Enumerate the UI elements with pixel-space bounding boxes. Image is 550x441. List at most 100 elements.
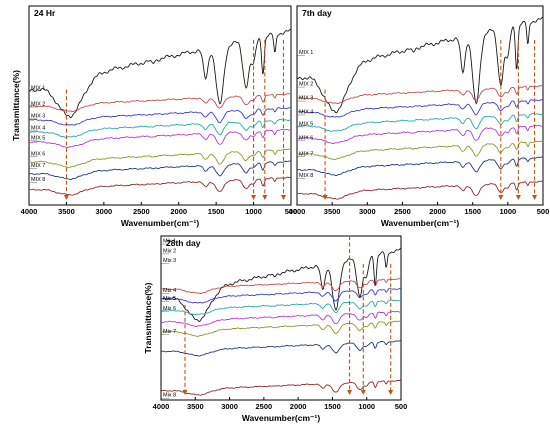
legend-label-5: MIX 5 xyxy=(299,121,313,127)
legend-label-4: MIX 4 xyxy=(31,125,45,131)
series-line-1 xyxy=(29,28,291,119)
chart-title: 24 Hr xyxy=(34,8,56,18)
x-tick-label: 2500 xyxy=(256,402,273,411)
marker-arrow xyxy=(360,390,366,395)
legend-label-2: MIX 2 xyxy=(299,82,313,88)
series-line-7 xyxy=(297,156,543,177)
chart-panel-2: 4000 3500 3000 2500 2000 1500 1000 500 Wavenumbe… xyxy=(289,5,550,228)
legend-label-2: MIX 2 xyxy=(31,102,45,108)
legend-label-1: MIX 1 xyxy=(31,86,45,92)
series-group xyxy=(29,28,291,196)
marker-arrow xyxy=(388,390,394,395)
x-axis-label: Wavenumber(cm⁻¹) xyxy=(381,218,459,228)
chart-title: 7th day xyxy=(302,8,332,18)
x-axis-label: Wavenumber(cm⁻¹) xyxy=(242,413,320,423)
legend-label-8: MIX 8 xyxy=(299,173,313,179)
x-tick-label: 2500 xyxy=(394,207,411,216)
series-line-7 xyxy=(29,160,291,180)
plot-frame xyxy=(28,5,292,206)
series-group xyxy=(297,16,543,200)
legend-label-3: MIX 3 xyxy=(31,113,45,119)
legend-label-2: Mix 2 xyxy=(163,248,176,254)
x-tick-label: 2000 xyxy=(170,207,187,216)
legend-label-5: MIX 5 xyxy=(31,135,45,141)
x-tick-label: 2500 xyxy=(133,207,150,216)
series-line-6 xyxy=(161,320,401,337)
legend-label-6: MIX 6 xyxy=(31,151,45,157)
x-tick-label: 4000 xyxy=(21,207,38,216)
series-line-3 xyxy=(297,99,543,118)
series-group xyxy=(161,247,401,396)
x-tick-label: 3000 xyxy=(221,402,238,411)
marker-arrow xyxy=(347,390,353,395)
x-tick-label: 2000 xyxy=(429,207,446,216)
series-line-6 xyxy=(297,140,543,161)
legend-label-5: Mix 5 xyxy=(163,296,176,302)
legend-label-4: MIX 4 xyxy=(299,109,313,115)
marker-arrow xyxy=(515,195,521,200)
plot-frame xyxy=(296,5,544,206)
x-tick-label: 500 xyxy=(537,207,550,216)
legend-label-6: Mix 6 xyxy=(163,306,176,312)
series-line-7 xyxy=(161,340,401,357)
series-line-2 xyxy=(29,93,291,113)
x-tick-label: 3500 xyxy=(324,207,341,216)
series-line-4 xyxy=(297,113,543,132)
legend-label-3: Mix 3 xyxy=(163,258,176,264)
marker-arrow xyxy=(498,195,504,200)
x-tick-label: 3500 xyxy=(58,207,75,216)
chart-panel-3: 4000 3500 3000 2500 2000 1500 1000 500 Wavenumbe… xyxy=(143,235,408,423)
x-axis-label: Wavenumber(cm⁻¹) xyxy=(121,218,199,228)
series-line-8 xyxy=(29,176,291,196)
series-line-8 xyxy=(161,379,401,396)
x-tick-label: 4000 xyxy=(289,207,306,216)
legend-label-1: MIX 1 xyxy=(299,50,313,56)
marker-arrow xyxy=(251,195,257,200)
x-tick-label: 1000 xyxy=(245,207,262,216)
series-line-4 xyxy=(161,299,401,316)
series-line-4 xyxy=(29,118,291,138)
plot-frame xyxy=(160,235,402,401)
legend-label-4: Mix 4 xyxy=(163,288,176,294)
marker-arrow xyxy=(182,390,188,395)
series-line-8 xyxy=(297,180,543,200)
legend-label-8: MIX 8 xyxy=(31,177,45,183)
marker-arrow xyxy=(532,195,538,200)
x-tick-label: 1500 xyxy=(324,402,341,411)
legend-label-7: Mix 7 xyxy=(163,329,176,335)
chart-title: 28th day xyxy=(166,238,201,248)
chart-panel-1: 4000 3500 3000 2500 2000 1500 1000 500 Wavenumbe… xyxy=(11,5,298,228)
legend-label-3: MIX 3 xyxy=(299,96,313,102)
series-line-5 xyxy=(29,128,291,149)
x-tick-label: 3000 xyxy=(359,207,376,216)
x-tick-label: 1000 xyxy=(500,207,517,216)
x-tick-label: 4000 xyxy=(153,402,170,411)
x-tick-label: 500 xyxy=(285,207,298,216)
series-line-1 xyxy=(161,247,401,323)
series-line-2 xyxy=(297,85,543,105)
legend-label-8: Mix 8 xyxy=(163,393,176,399)
x-tick-label: 1500 xyxy=(208,207,225,216)
legend-label-6: MIX 6 xyxy=(299,135,313,141)
legend-label-7: MIX 7 xyxy=(31,163,45,169)
series-line-5 xyxy=(297,124,543,145)
series-line-3 xyxy=(29,107,291,126)
marker-arrow xyxy=(322,195,328,200)
marker-arrow xyxy=(281,195,287,200)
series-line-5 xyxy=(161,310,401,327)
legend-label-7: MIX 7 xyxy=(299,151,313,157)
y-axis-label: Transmittance(%) xyxy=(143,282,153,353)
series-line-6 xyxy=(29,148,291,169)
series-line-3 xyxy=(161,288,401,304)
x-tick-label: 500 xyxy=(395,402,408,411)
series-line-1 xyxy=(297,16,543,114)
x-tick-label: 3500 xyxy=(187,402,204,411)
series-line-2 xyxy=(161,278,401,294)
x-tick-label: 1000 xyxy=(358,402,375,411)
x-tick-label: 3000 xyxy=(96,207,113,216)
y-axis-label: Transmittance(%) xyxy=(11,70,21,141)
marker-arrow xyxy=(63,195,69,200)
legend-label-1: Mix 1 xyxy=(163,239,176,245)
x-tick-label: 1500 xyxy=(464,207,481,216)
